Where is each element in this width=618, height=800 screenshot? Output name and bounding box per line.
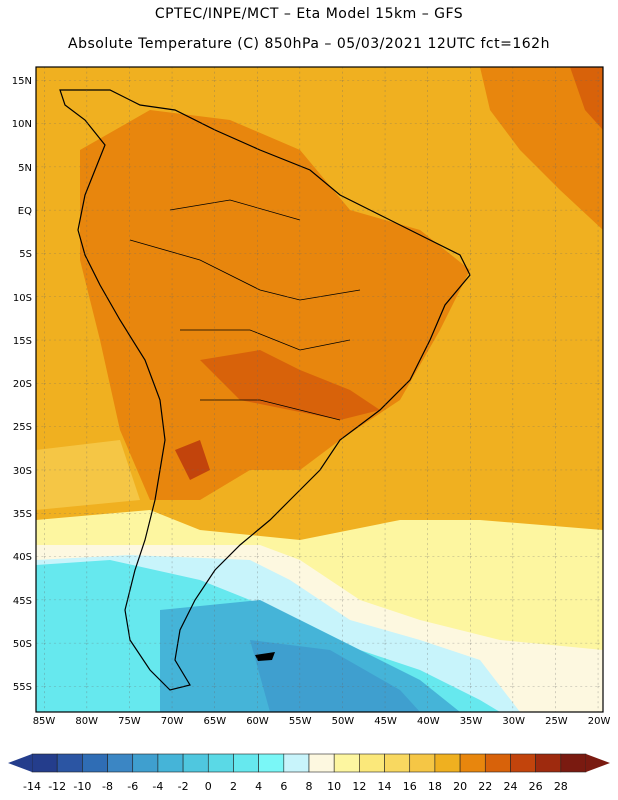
colorbar-label: 6 [280, 780, 288, 793]
lat-label: 10N [11, 119, 32, 131]
colorbar-swatch [233, 753, 259, 773]
colorbar-label: -14 [23, 780, 41, 793]
plot-frame [35, 66, 604, 713]
colorbar-swatch [56, 753, 83, 773]
colorbar-label: -4 [152, 780, 164, 793]
lon-label: 75W [118, 716, 141, 727]
colorbar-label: 24 [503, 780, 518, 793]
colorbar-label: 18 [427, 780, 442, 793]
colorbar-label: 0 [204, 780, 212, 793]
colorbar-label: -8 [102, 780, 114, 793]
lon-label: 80W [75, 716, 98, 727]
colorbar-swatch [182, 753, 209, 773]
colorbar-label: 26 [528, 780, 543, 793]
colorbar-label: -2 [177, 780, 189, 793]
colorbar-label: 28 [553, 780, 568, 793]
colorbar-label: 20 [453, 780, 468, 793]
colorbar-swatch [107, 753, 134, 773]
lat-label: 50S [12, 638, 32, 650]
colorbar-swatch [308, 753, 335, 773]
lon-label: 45W [374, 716, 397, 727]
colorbar-swatch [82, 753, 108, 773]
colorbar-swatch [384, 753, 411, 773]
title-line-1: CPTEC/INPE/MCT – Eta Model 15km – GFS [154, 6, 464, 22]
colorbar-swatch [333, 753, 360, 773]
colorbar-label: -6 [127, 780, 139, 793]
colorbar-label: -12 [48, 780, 67, 793]
colorbar-right-arrow [586, 754, 610, 772]
colorbar [8, 753, 610, 773]
colorbar-swatch [510, 753, 536, 773]
colorbar-label: 2 [229, 780, 237, 793]
lat-label: 5N [18, 162, 32, 174]
lon-label: 60W [246, 716, 269, 727]
colorbar-swatch [132, 753, 159, 773]
lon-label: 40W [416, 716, 440, 727]
colorbar-label: 10 [327, 780, 342, 793]
lat-label: 45S [12, 595, 32, 607]
plot-area [36, 67, 603, 712]
colorbar-swatch [359, 753, 385, 773]
colorbar-swatch [409, 753, 436, 773]
lat-label: 55S [12, 682, 32, 694]
lon-label: 55W [288, 716, 312, 727]
colorbar-label: 12 [352, 780, 367, 793]
colorbar-swatch [484, 753, 511, 773]
title-line-2: Absolute Temperature (C) 850hPa – 05/03/… [68, 36, 550, 52]
colorbar-left-arrow [8, 754, 32, 772]
lon-label: 85W [32, 716, 56, 727]
colorbar-label: -10 [73, 780, 92, 793]
lat-label: 15N [11, 76, 32, 87]
colorbar-swatch [283, 753, 310, 773]
lat-label: 5S [19, 249, 32, 261]
lon-label: 65W [203, 716, 227, 727]
colorbar-label: 8 [305, 780, 313, 793]
colorbar-label: 14 [377, 780, 392, 793]
lat-label: 15S [12, 335, 32, 347]
lat-lon-grid [36, 67, 603, 712]
colorbar-label: 4 [255, 780, 263, 793]
colorbar-swatch [157, 753, 184, 773]
colorbar-swatch [535, 753, 562, 773]
lon-label: 35W [459, 716, 483, 727]
lat-label: 40S [12, 552, 32, 564]
lat-label: 20S [12, 379, 32, 391]
lon-label: 30W [502, 716, 525, 727]
colorbar-swatch [258, 753, 285, 773]
colorbar-swatch [459, 753, 486, 773]
colorbar-swatch [31, 753, 58, 773]
colorbar-swatch [560, 753, 587, 773]
colorbar-swatch [434, 753, 461, 773]
lon-label: 20W [587, 716, 611, 727]
lat-label: 10S [12, 292, 32, 304]
lon-label: 70W [160, 716, 184, 727]
lon-label: 25W [545, 716, 568, 727]
lat-label: EQ [17, 205, 32, 217]
colorbar-label: 22 [478, 780, 493, 793]
lat-label: 25S [12, 422, 32, 434]
colorbar-label: 16 [402, 780, 417, 793]
lat-label: 35S [12, 509, 32, 520]
lon-label: 50W [331, 716, 355, 727]
lat-label: 30S [12, 465, 32, 477]
colorbar-swatch [207, 753, 234, 773]
